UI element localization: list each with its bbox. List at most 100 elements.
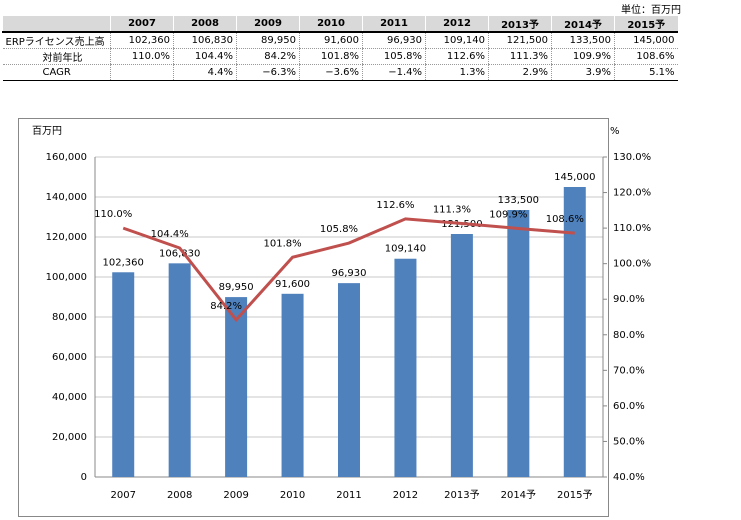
table-cell: 110.0% — [110, 48, 174, 65]
bar — [507, 210, 530, 477]
table-cell: 91,600 — [299, 32, 363, 49]
header-cell: 2011 — [362, 16, 426, 33]
y2-tick-label: 120.0% — [613, 188, 651, 199]
table-cell: 84.2% — [236, 48, 300, 65]
y-tick-label: 20,000 — [52, 432, 87, 443]
table-cell: −3.6% — [299, 64, 363, 81]
table-cell: 2.9% — [488, 64, 552, 81]
x-tick-label: 2007 — [110, 490, 135, 501]
header-cell: 2014予 — [551, 16, 615, 33]
line-label: 104.4% — [151, 229, 189, 240]
table-cell: 109.9% — [551, 48, 615, 65]
bar — [450, 234, 473, 477]
table-cell: 3.9% — [551, 64, 615, 81]
x-tick-label: 2012 — [393, 490, 418, 501]
y2-tick-label: 100.0% — [613, 259, 651, 270]
x-tick-label: 2015予 — [557, 489, 592, 501]
bar-label: 96,930 — [332, 268, 367, 279]
row-label: CAGR — [2, 64, 111, 81]
table-cell: 109,140 — [425, 32, 489, 49]
bar — [168, 263, 191, 477]
y-tick-label: 120,000 — [46, 232, 87, 243]
y2-tick-label: 50.0% — [613, 436, 645, 447]
x-tick-label: 2009 — [223, 490, 248, 501]
y2-tick-label: 110.0% — [613, 223, 651, 234]
y2-tick-label: 60.0% — [613, 401, 645, 412]
table-row: ERPライセンス売上高 102,360 106,830 89,950 91,600 96,… — [2, 32, 678, 49]
line-label: 112.6% — [376, 200, 414, 211]
bar-label: 89,950 — [219, 282, 254, 293]
bar-label: 102,360 — [103, 257, 144, 268]
line-label: 109.9% — [489, 209, 527, 220]
table-cell: 96,930 — [362, 32, 426, 49]
table-cell: 105.8% — [362, 48, 426, 65]
bar-label: 133,500 — [498, 195, 539, 206]
bar — [281, 293, 304, 477]
unit-label: 単位：百万円 — [621, 5, 681, 16]
header-cell: 2013予 — [488, 16, 552, 33]
table-cell: 112.6% — [425, 48, 489, 65]
table-cell: 102,360 — [110, 32, 174, 49]
table-cell — [110, 64, 174, 81]
table-cell: 145,000 — [614, 32, 678, 49]
bar-label: 145,000 — [554, 172, 595, 183]
table-row: CAGR 4.4% −6.3% −3.6% −1.4% 1.3% 2.9% 3.9% 5.1% — [2, 64, 678, 81]
table-row: 対前年比 110.0% 104.4% 84.2% 101.8% 105.8% 112.6% 1… — [2, 48, 678, 65]
line-label: 111.3% — [433, 204, 471, 215]
x-tick-label: 2010 — [280, 490, 305, 501]
row-label: ERPライセンス売上高 — [2, 32, 111, 49]
y2-tick-label: 70.0% — [613, 365, 645, 376]
table-cell: 4.4% — [173, 64, 237, 81]
header-row: 2007 2008 2009 2010 2011 2012 2013予 2014予 2015予 — [2, 16, 678, 33]
table-cell: 5.1% — [614, 64, 678, 81]
table-cell: 111.3% — [488, 48, 552, 65]
table-cell: 133,500 — [551, 32, 615, 49]
line-label: 110.0% — [94, 209, 132, 220]
header-cell: 2008 — [173, 16, 237, 33]
y2-tick-label: 40.0% — [613, 472, 645, 483]
y-tick-label: 60,000 — [52, 352, 87, 363]
bar-label: 109,140 — [385, 244, 426, 255]
header-cell: 2015予 — [614, 16, 678, 33]
line-label: 101.8% — [263, 238, 301, 249]
header-cell: 2010 — [299, 16, 363, 33]
bar — [112, 272, 135, 477]
bar-label: 106,830 — [159, 248, 200, 259]
y2-tick-label: 90.0% — [613, 294, 645, 305]
table-cell: 1.3% — [425, 64, 489, 81]
line-label: 105.8% — [320, 224, 358, 235]
chart-frame — [18, 118, 609, 517]
header-cell: 2012 — [425, 16, 489, 33]
bar-label: 91,600 — [275, 279, 310, 290]
y-tick-label: 40,000 — [52, 392, 87, 403]
table-cell: 121,500 — [488, 32, 552, 49]
header-cell: 2009 — [236, 16, 300, 33]
x-tick-label: 2011 — [336, 490, 361, 501]
y-tick-label: 160,000 — [46, 152, 87, 163]
y2-tick-label: 80.0% — [613, 330, 645, 341]
bar — [225, 297, 248, 477]
table-cell: 89,950 — [236, 32, 300, 49]
line — [122, 217, 575, 323]
bar — [563, 187, 586, 477]
data-table: 2007 2008 2009 2010 2011 2012 2013予 2014予 2015予 … — [2, 16, 678, 81]
y-tick-label: 100,000 — [46, 272, 87, 283]
bar — [338, 283, 360, 477]
table-cell: 104.4% — [173, 48, 237, 65]
y2-axis-label: % — [610, 126, 620, 137]
table-cell: −6.3% — [236, 64, 300, 81]
y-tick-label: 80,000 — [52, 312, 87, 323]
x-tick-label: 2013予 — [444, 489, 479, 501]
header-cell: 2007 — [110, 16, 174, 33]
table-cell: −1.4% — [362, 64, 426, 81]
x-tick-label: 2008 — [167, 490, 192, 501]
line-label: 108.6% — [546, 214, 584, 225]
y-tick-label: 0 — [81, 472, 87, 483]
line-label: 84.2% — [210, 301, 242, 312]
y2-tick-label: 130.0% — [613, 152, 651, 163]
row-label: 対前年比 — [2, 48, 111, 65]
x-tick-label: 2014予 — [501, 489, 536, 501]
y-axis-label: 百万円 — [32, 125, 62, 137]
